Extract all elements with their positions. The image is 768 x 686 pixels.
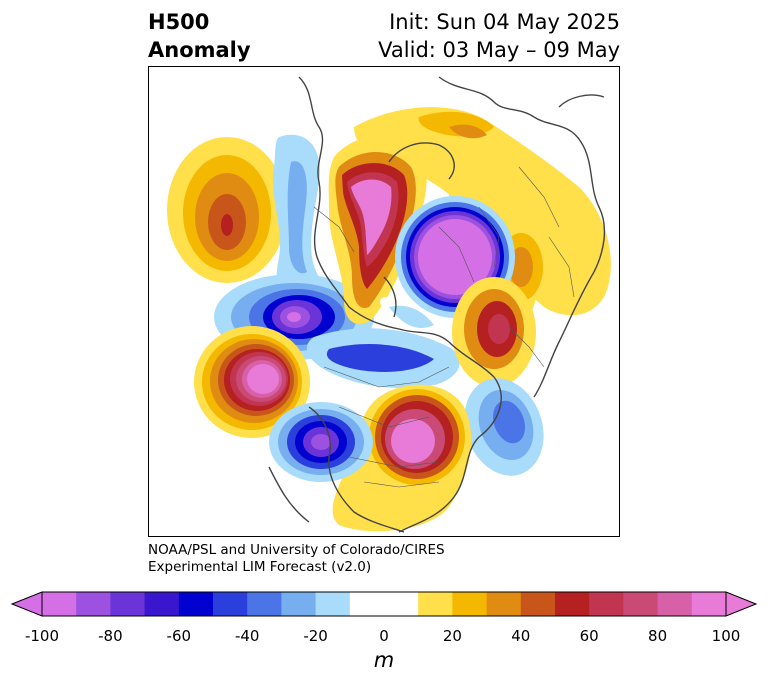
colorbar-tick-label: -20 [303,627,328,645]
map-title: H500 Anomaly [148,8,251,64]
colorbar-segment [384,592,419,616]
negative-anomaly-west-band [272,134,327,318]
negative-anomaly-central [306,305,460,389]
positive-anomaly-gulf-alaska [194,326,310,438]
colorbar-segment [178,592,214,616]
colorbar-tick-label: 80 [648,627,668,645]
colorbar-extend-right [725,591,758,617]
map-dates: Init: Sun 04 May 2025 Valid: 03 May – 09… [378,8,620,64]
colorbar-tick-label: -100 [24,627,60,645]
positive-anomaly-arctic [328,135,427,325]
data-credit: NOAA/PSL and University of Colorado/CIRE… [148,542,445,576]
colorbar-segment [315,592,351,616]
colorbar-segment [213,592,248,616]
colorbar-segments [42,592,727,616]
map-canvas [167,76,611,533]
colorbar-tick-label: 40 [511,627,531,645]
colorbar-segment [144,592,180,616]
positive-anomaly-west-pacific [167,137,287,283]
colorbar-tick-label: 0 [379,627,389,645]
colorbar-segment [486,592,522,616]
colorbar-segment [281,592,317,616]
pole-marker [380,297,390,307]
colorbar-segment [349,592,385,616]
colorbar-segment [247,592,282,616]
anomaly-map [148,66,620,537]
title-field-type: Anomaly [148,38,251,62]
colorbar-segment [42,592,77,616]
colorbar [10,591,758,617]
colorbar-outline [41,591,727,617]
colorbar-segment [589,592,624,616]
title-variable: H500 [148,10,210,34]
coastlines [268,76,606,533]
credit-line-2: Experimental LIM Forecast (v2.0) [148,559,372,575]
colorbar-segment [657,592,693,616]
colorbar-segment [418,592,453,616]
colorbar-segment [623,592,659,616]
colorbar-segment [555,592,590,616]
colorbar-tick-label: -60 [166,627,192,645]
country-borders [313,166,575,488]
colorbar-extend-left [10,591,43,617]
positive-anomaly-south-central [332,384,472,532]
valid-range: Valid: 03 May – 09 May [378,38,620,62]
negative-anomaly-east [464,378,544,476]
colorbar-tick-label: 100 [711,627,741,645]
colorbar-segment [110,592,146,616]
colorbar-segment [76,592,111,616]
colorbar-tick-label: 20 [442,627,462,645]
init-date: Init: Sun 04 May 2025 [389,10,620,34]
colorbar-tick-label: 60 [579,627,599,645]
colorbar-tick-label: -80 [98,627,123,645]
colorbar-segment [691,592,727,616]
colorbar-unit: m [373,648,395,672]
colorbar-segment [520,592,556,616]
colorbar-tick-label: -40 [234,627,260,645]
colorbar-segment [452,592,488,616]
credit-line-1: NOAA/PSL and University of Colorado/CIRE… [148,542,445,558]
positive-anomaly-east-asia [452,277,536,387]
negative-anomaly-southwest [269,402,373,482]
